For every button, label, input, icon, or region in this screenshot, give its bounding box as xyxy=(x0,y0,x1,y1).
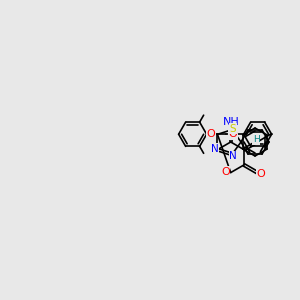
Text: O: O xyxy=(206,129,215,139)
Text: O: O xyxy=(257,169,266,179)
Text: N: N xyxy=(211,144,218,154)
Text: H: H xyxy=(253,135,260,144)
Text: NH: NH xyxy=(223,117,240,127)
Text: O: O xyxy=(228,129,237,139)
Text: O: O xyxy=(221,167,230,177)
Text: S: S xyxy=(230,124,236,134)
Text: N: N xyxy=(229,152,237,161)
